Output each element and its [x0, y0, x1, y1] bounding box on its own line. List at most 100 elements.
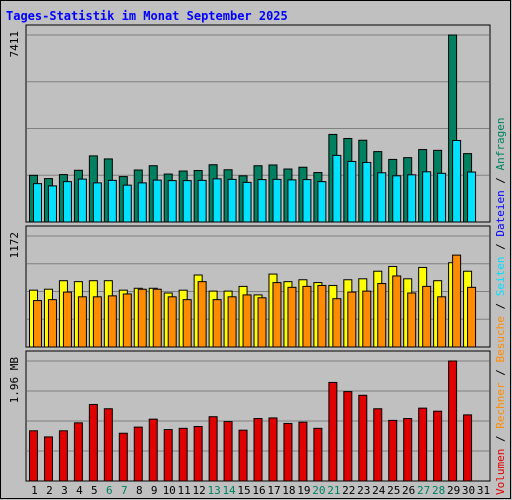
bar-volume-volumen-day-2	[43, 436, 53, 482]
bar-visits-besuche-day-7	[122, 293, 132, 348]
bar-requests-dateien-day-23	[362, 161, 372, 223]
x-tick-label-14: 14	[222, 484, 236, 497]
x-tick-label-2: 2	[46, 484, 53, 497]
x-tick-label-30: 30	[462, 484, 475, 497]
panel-volume: 1.96 MB	[8, 350, 491, 482]
bar-volume-volumen-day-14	[223, 421, 233, 482]
bar-volume-volumen-day-4	[73, 422, 83, 482]
x-tick-label-1: 1	[31, 484, 38, 497]
panel-requests-ymax-label: 7411	[8, 31, 21, 58]
x-tick-label-4: 4	[76, 484, 83, 497]
x-tick-label-9: 9	[151, 484, 158, 497]
bar-volume-volumen-day-1	[29, 430, 38, 482]
legend-item-dateien: Dateien	[494, 190, 507, 236]
bar-volume-volumen-day-5	[88, 403, 98, 482]
x-tick-label-12: 12	[193, 484, 206, 497]
bar-volume-volumen-day-13	[208, 416, 218, 482]
x-tick-label-21: 21	[327, 484, 340, 497]
bar-visits-besuche-day-2	[47, 299, 57, 348]
bar-requests-dateien-day-19	[302, 179, 312, 223]
x-tick-label-20: 20	[312, 484, 325, 497]
x-tick-label-31: 31	[477, 484, 490, 497]
bar-volume-volumen-day-12	[193, 426, 203, 482]
bar-visits-besuche-day-16	[257, 297, 267, 348]
x-tick-label-6: 6	[106, 484, 113, 497]
bar-requests-dateien-day-7	[122, 184, 132, 223]
bar-requests-dateien-day-29	[452, 139, 462, 223]
bar-visits-besuche-day-12	[197, 281, 207, 348]
bar-visits-besuche-day-1	[33, 300, 42, 348]
x-tick-label-24: 24	[372, 484, 386, 497]
bar-visits-besuche-day-4	[77, 296, 87, 348]
bar-requests-dateien-day-9	[152, 179, 162, 223]
bar-visits-besuche-day-6	[107, 295, 117, 348]
x-tick-label-15: 15	[237, 484, 250, 497]
bar-visits-besuche-day-20	[317, 284, 327, 348]
legend-separator: /	[494, 296, 507, 316]
bar-visits-besuche-day-24	[377, 283, 387, 348]
bar-requests-dateien-day-28	[437, 172, 447, 223]
legend-item-anfragen: Anfragen	[494, 117, 507, 170]
bar-requests-dateien-day-26	[407, 174, 417, 223]
legend-separator: /	[494, 363, 507, 383]
bar-requests-dateien-day-18	[287, 179, 297, 223]
bar-volume-volumen-day-6	[103, 408, 113, 482]
x-tick-label-18: 18	[282, 484, 295, 497]
bar-requests-dateien-day-12	[197, 179, 207, 223]
legend-item-rechner: Rechner	[494, 382, 507, 429]
x-tick-label-16: 16	[252, 484, 265, 497]
legend-item-volumen: Volumen	[494, 449, 507, 495]
bar-requests-dateien-day-6	[107, 179, 117, 223]
bar-volume-volumen-day-23	[358, 394, 368, 482]
bar-visits-besuche-day-19	[302, 285, 312, 348]
bar-visits-besuche-day-27	[422, 285, 432, 348]
bar-volume-volumen-day-21	[328, 381, 338, 482]
bar-requests-dateien-day-10	[167, 180, 177, 223]
x-tick-label-8: 8	[136, 484, 143, 497]
bar-visits-besuche-day-11	[182, 299, 192, 348]
bar-visits-besuche-day-30	[467, 286, 477, 348]
bar-volume-volumen-day-26	[403, 418, 413, 482]
bar-requests-dateien-day-8	[137, 182, 147, 223]
chart-title: Tages-Statistik im Monat September 2025	[6, 9, 288, 23]
bar-requests-dateien-day-25	[392, 175, 402, 223]
legend-separator: /	[494, 170, 507, 190]
bar-requests-dateien-day-1	[33, 183, 42, 223]
bar-volume-volumen-day-27	[418, 407, 428, 482]
x-tick-label-7: 7	[121, 484, 128, 497]
x-tick-label-5: 5	[91, 484, 98, 497]
bar-volume-volumen-day-10	[163, 429, 173, 482]
bar-volume-volumen-day-30	[463, 414, 473, 482]
bar-volume-volumen-day-9	[148, 418, 158, 482]
bar-visits-besuche-day-23	[362, 290, 372, 348]
bar-requests-dateien-day-5	[92, 182, 102, 223]
x-tick-label-29: 29	[447, 484, 460, 497]
bar-visits-besuche-day-13	[212, 299, 222, 348]
bar-requests-dateien-day-2	[47, 185, 57, 223]
panel-visits-ymax-label: 1172	[8, 232, 21, 259]
x-tick-label-13: 13	[207, 484, 220, 497]
bar-requests-dateien-day-4	[77, 178, 87, 223]
x-tick-label-25: 25	[387, 484, 400, 497]
bar-requests-dateien-day-11	[182, 180, 192, 223]
bar-volume-volumen-day-18	[283, 422, 293, 482]
x-tick-label-10: 10	[163, 484, 176, 497]
panel-volume-ymax-label: 1.96 MB	[8, 357, 21, 404]
legend-separator: /	[494, 237, 507, 257]
bar-visits-besuche-day-26	[407, 292, 417, 348]
bar-requests-dateien-day-3	[62, 181, 72, 223]
legend-item-besuche: Besuche	[494, 316, 507, 362]
x-tick-label-11: 11	[178, 484, 191, 497]
bar-requests-dateien-day-16	[257, 179, 267, 223]
bar-volume-volumen-day-24	[373, 408, 383, 482]
legend: Volumen / Rechner / Besuche / Seiten / D…	[494, 117, 507, 495]
bar-requests-dateien-day-15	[242, 181, 252, 223]
bar-visits-besuche-day-15	[242, 294, 252, 348]
bar-volume-volumen-day-15	[238, 429, 248, 482]
bar-requests-dateien-day-17	[272, 178, 282, 223]
x-axis-labels: 1 2 3 4 5 6 7 8 9 10 11 12 13 14 15 16 17 18 19 20 21 22 23 24 2…	[31, 484, 490, 497]
bar-visits-besuche-day-8	[137, 288, 147, 348]
bar-requests-dateien-day-21	[332, 154, 342, 223]
